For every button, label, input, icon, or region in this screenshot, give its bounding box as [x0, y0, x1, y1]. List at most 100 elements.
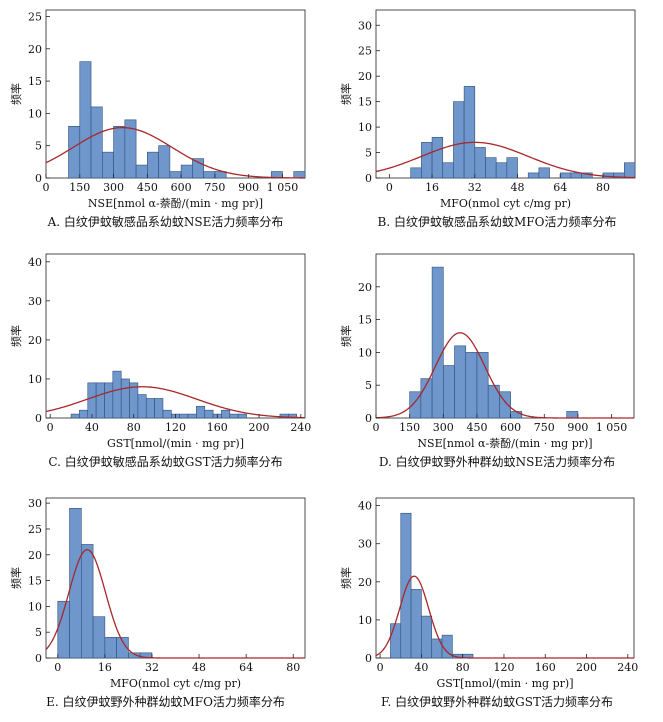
panel-caption: E. 白纹伊蚊野外种群幼蚊MFO活力频率分布	[46, 694, 285, 709]
histogram-bar	[145, 398, 155, 419]
x-tick-label: 48	[511, 181, 525, 194]
x-tick-label: 750	[204, 181, 225, 194]
x-tick-label: 450	[466, 421, 487, 434]
y-tick-label: 25	[28, 10, 42, 23]
x-tick-label: 120	[493, 661, 514, 674]
histogram-bar	[104, 382, 114, 419]
y-tick-label: 25	[358, 45, 372, 58]
x-tick-label: 80	[456, 661, 470, 674]
panel-caption: C. 白纹伊蚊敏感品系幼蚊GST活力频率分布	[48, 454, 282, 469]
x-tick-label: 240	[617, 661, 638, 674]
histogram-bar	[113, 126, 126, 179]
x-tick-label: 40	[414, 661, 428, 674]
y-tick-label: 10	[28, 107, 42, 120]
x-tick-label: 48	[192, 661, 206, 674]
y-tick-label: 25	[28, 523, 42, 536]
y-tick-label: 30	[358, 538, 372, 551]
panel-caption: A. 白纹伊蚊敏感品系幼蚊NSE活力频率分布	[47, 214, 284, 229]
histogram-bar	[116, 637, 129, 659]
y-axis-label: 频率	[9, 83, 23, 105]
histogram-bar	[154, 398, 164, 419]
y-tick-label: 0	[365, 652, 372, 665]
x-tick-label: 16	[98, 661, 112, 674]
histogram-bar	[237, 413, 247, 419]
histogram-bar	[463, 86, 476, 179]
histogram-bar	[443, 365, 455, 419]
histogram-bar	[421, 615, 433, 659]
y-tick-label: 5	[35, 626, 42, 639]
y-tick-label: 10	[358, 121, 372, 134]
x-tick-label: 600	[500, 421, 521, 434]
histogram-bar	[79, 61, 92, 179]
x-tick-label: 900	[567, 421, 588, 434]
histogram-bar	[431, 266, 444, 419]
x-axis-label: NSE[nmol α-萘酚/(min · mg pr)]	[88, 196, 263, 210]
x-axis-label: GST[nmol/(min · mg pr)]	[437, 677, 574, 690]
x-axis-label: NSE[nmol α-萘酚/(min · mg pr)]	[417, 436, 592, 450]
histogram-bar	[287, 413, 297, 419]
histogram-bar	[135, 164, 148, 179]
y-axis-label: 频率	[9, 567, 23, 589]
panel-e: 0 5 10 15 20 25 30 0 16 32 48 64 80 MFO(nmol cyt c/mg…	[0, 478, 331, 718]
histogram-bar	[124, 119, 137, 179]
chart-a: 0 5 10 15 20 25 0 150 300 450 600 750 900 1 050 NSE[nm…	[9, 9, 306, 229]
x-tick-label: 0	[373, 421, 380, 434]
y-tick-label: 20	[358, 576, 372, 589]
y-tick-label: 40	[358, 500, 372, 513]
histogram-bar	[421, 142, 433, 179]
x-tick-label: 64	[239, 661, 253, 674]
panel-a: 0 5 10 15 20 25 0 150 300 450 600 750 900 1 050 NSE[nm…	[0, 0, 331, 238]
histogram-bar	[293, 171, 306, 179]
histogram-bar	[204, 409, 214, 419]
chart-d: 0 5 10 15 20 0 150 300 450 600 750 900 1 050 NSE[nmol…	[339, 253, 635, 469]
histogram-bar	[70, 413, 80, 419]
y-tick-label: 30	[358, 19, 372, 32]
x-tick-label: 0	[43, 181, 50, 194]
x-tick-label: 450	[137, 181, 158, 194]
x-tick-label: 600	[171, 181, 192, 194]
histogram-bar	[527, 172, 540, 179]
histogram-bar	[624, 162, 636, 179]
histogram-bar	[90, 106, 103, 179]
x-tick-label: 0	[47, 421, 54, 434]
y-axis-label: 频率	[339, 567, 353, 589]
panel-b: 0 5 10 15 20 25 30 0 16 32 48 64 80 MFO(nmol cyt c/mg…	[331, 0, 663, 238]
histogram-bar	[87, 382, 97, 419]
x-tick-label: 80	[596, 181, 610, 194]
histogram-bar	[179, 413, 189, 419]
y-tick-label: 0	[35, 172, 42, 185]
x-tick-label: 1 050	[267, 181, 299, 194]
x-axis-label: MFO(nmol cyt c/mg pr)	[110, 677, 241, 690]
histogram-bar	[221, 409, 231, 419]
panel-caption: F. 白纹伊蚊野外种群幼蚊GST活力频率分布	[381, 694, 613, 709]
histogram-bar	[192, 158, 204, 179]
histogram-bar	[454, 345, 467, 419]
x-tick-label: 150	[399, 421, 420, 434]
x-tick-label: 1 050	[596, 421, 628, 434]
histogram-bar	[229, 413, 239, 419]
histogram-bar	[169, 171, 182, 179]
histogram-bar	[196, 405, 206, 419]
histogram-bar	[465, 352, 478, 419]
y-tick-label: 40	[28, 256, 42, 269]
histogram-bar	[112, 370, 122, 419]
histogram-bar	[81, 544, 94, 659]
x-tick-label: 32	[145, 661, 159, 674]
panel-caption: B. 白纹伊蚊敏感品系幼蚊MFO活力频率分布	[378, 214, 617, 229]
x-tick-label: 80	[127, 421, 141, 434]
x-tick-label: 160	[535, 661, 556, 674]
normal-fit-curve	[45, 386, 306, 419]
histogram-bar	[495, 162, 508, 179]
y-axis-label: 频率	[339, 325, 353, 347]
y-tick-label: 20	[28, 334, 42, 347]
histogram-bar	[92, 616, 106, 659]
x-tick-label: 16	[425, 181, 439, 194]
y-tick-label: 0	[365, 412, 372, 425]
normal-fit-curve	[375, 332, 634, 419]
x-axis-label: GST[nmol/(min · mg pr)]	[107, 437, 244, 450]
x-tick-label: 0	[54, 661, 61, 674]
histogram-bar	[499, 391, 511, 419]
plot-frame	[45, 253, 306, 419]
y-tick-label: 0	[35, 652, 42, 665]
y-tick-label: 30	[28, 497, 42, 510]
